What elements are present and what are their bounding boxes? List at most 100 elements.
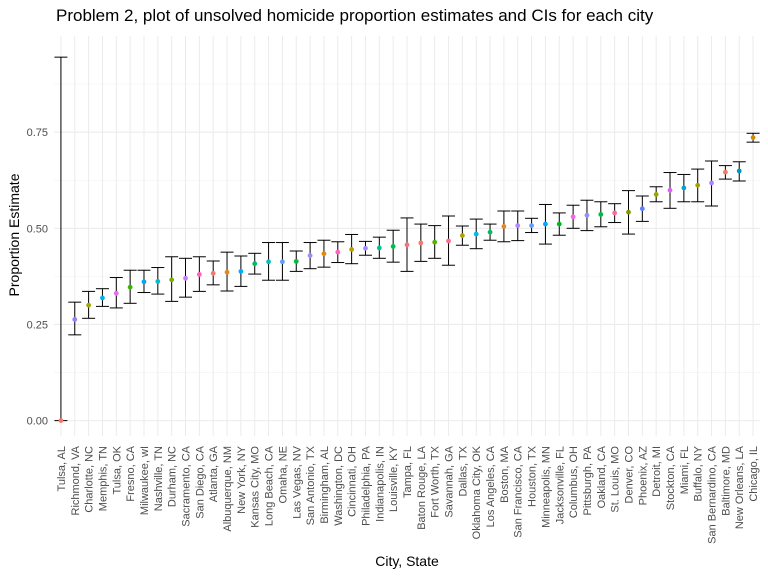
data-point xyxy=(736,168,742,174)
data-point xyxy=(169,277,175,283)
data-point xyxy=(432,239,438,245)
data-point xyxy=(750,135,756,140)
data-point xyxy=(252,261,258,267)
x-tick-label: Buffalo, NY xyxy=(693,445,705,501)
x-tick-label: Cincinnati, OH xyxy=(347,446,359,517)
data-point xyxy=(266,259,271,265)
x-tick-label: Louisville, KY xyxy=(388,445,400,512)
x-tick-label: St. Louis, MO xyxy=(610,446,622,513)
x-tick-label: Detroit, MI xyxy=(651,446,663,497)
x-tick-label: Chicago, IL xyxy=(748,446,760,502)
data-point xyxy=(515,223,521,229)
data-point xyxy=(626,209,631,215)
data-point xyxy=(543,221,548,227)
x-tick-label: Memphis, TN xyxy=(97,446,109,511)
x-tick-label: Albuquerque, NM xyxy=(222,446,234,532)
y-axis-title: Proportion Estimate xyxy=(6,173,22,296)
x-tick-label: Indianapolis, IN xyxy=(374,446,386,522)
x-tick-label: Milwaukee, wI xyxy=(139,446,151,515)
data-point xyxy=(349,247,355,252)
data-point xyxy=(529,223,534,229)
data-point xyxy=(363,245,368,251)
data-point xyxy=(86,302,92,308)
data-point xyxy=(58,418,64,424)
x-tick-label: Oakland, CA xyxy=(596,445,608,508)
x-tick-label: Washington, DC xyxy=(333,446,345,526)
x-tick-label: San Francisco, CA xyxy=(513,445,525,537)
grid-layer xyxy=(54,36,760,436)
data-point xyxy=(224,269,230,275)
x-tick-label: Tulsa, OK xyxy=(111,445,123,494)
x-tick-label: Minneapolis, MN xyxy=(540,446,552,528)
x-tick-label: Dallas, TX xyxy=(457,445,469,496)
x-tick-label: Stockton, CA xyxy=(665,445,677,510)
x-tick-label: Tampa, FL xyxy=(402,446,414,498)
y-tick-label: 0.00 xyxy=(27,416,48,428)
x-tick-label: Miami, FL xyxy=(679,446,691,494)
data-point xyxy=(487,229,493,235)
data-point xyxy=(321,251,327,257)
x-tick-label: Richmond, VA xyxy=(70,445,82,515)
data-point xyxy=(293,258,299,264)
x-tick-label: New York, NY xyxy=(236,445,248,514)
x-tick-label: Philadelphia, PA xyxy=(360,445,372,526)
data-point xyxy=(681,185,687,191)
x-tick-label: New Orleans, LA xyxy=(734,445,746,529)
data-point xyxy=(113,290,119,296)
chart-title: Problem 2, plot of unsolved homicide pro… xyxy=(56,6,654,25)
y-tick-label: 0.25 xyxy=(27,319,48,331)
x-axis-title: City, State xyxy=(375,553,439,569)
data-point xyxy=(556,221,562,227)
data-point xyxy=(459,233,465,239)
x-tick-label: Tulsa, AL xyxy=(56,446,68,491)
data-point xyxy=(390,243,396,249)
data-point xyxy=(418,240,424,246)
data-point xyxy=(280,259,285,265)
points xyxy=(58,135,756,424)
data-point xyxy=(612,210,618,216)
data-point xyxy=(141,279,147,285)
x-tick-label: Phoenix, AZ xyxy=(637,446,649,506)
data-point xyxy=(127,284,133,290)
y-tick-label: 0.50 xyxy=(27,223,48,235)
x-tick-label: San Diego, CA xyxy=(194,445,206,518)
x-tick-label: Sacramento, CA xyxy=(181,445,193,526)
data-point xyxy=(667,187,673,193)
data-point xyxy=(446,238,451,244)
x-tick-label: Columbus, OH xyxy=(568,446,580,518)
x-tick-label: Jacksonville, FL xyxy=(554,446,566,524)
x-tick-label: Durham, NC xyxy=(167,446,179,507)
x-tick-label: Long Beach, CA xyxy=(264,445,276,526)
x-tick-label: Charlotte, NC xyxy=(84,446,96,513)
data-point xyxy=(722,169,728,175)
x-axis-ticks: Tulsa, AL Richmond, VA Charlotte, NC Memphi… xyxy=(56,445,760,544)
data-point xyxy=(473,231,479,237)
x-tick-label: Birmingham, AL xyxy=(319,446,331,524)
data-point xyxy=(639,206,645,212)
y-tick-label: 0.75 xyxy=(27,127,48,139)
x-tick-label: Savannah, GA xyxy=(444,445,456,517)
x-tick-label: Houston, TX xyxy=(527,445,539,507)
x-tick-label: San Bernardino, CA xyxy=(707,445,719,543)
x-tick-label: Fresno, CA xyxy=(125,445,137,501)
x-tick-label: Los Angeles, CA xyxy=(485,445,497,527)
x-tick-label: Omaha, NE xyxy=(277,446,289,503)
data-point xyxy=(72,317,78,322)
data-point xyxy=(307,253,313,259)
data-point xyxy=(196,272,202,277)
x-tick-label: San Antonio, TX xyxy=(305,445,317,525)
x-tick-label: Baltimore, MD xyxy=(720,446,732,516)
data-point xyxy=(100,295,105,301)
x-tick-label: Baton Rouge, LA xyxy=(416,445,428,529)
data-point xyxy=(404,242,410,248)
data-point xyxy=(376,245,382,251)
data-point xyxy=(598,212,604,217)
x-tick-label: Las Vegas, NV xyxy=(291,445,303,518)
x-tick-label: Nashville, TN xyxy=(153,446,165,511)
data-point xyxy=(183,275,188,281)
x-tick-label: Pittsburgh, PA xyxy=(582,445,594,515)
data-point xyxy=(210,270,216,276)
x-tick-label: Atlanta, GA xyxy=(208,445,220,502)
